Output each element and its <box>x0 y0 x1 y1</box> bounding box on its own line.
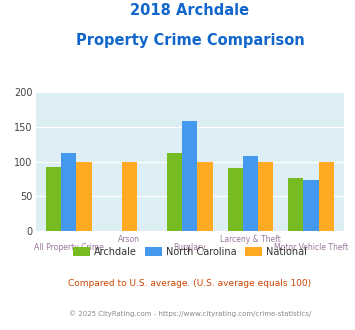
Text: Motor Vehicle Theft: Motor Vehicle Theft <box>274 244 348 252</box>
Text: © 2025 CityRating.com - https://www.cityrating.com/crime-statistics/: © 2025 CityRating.com - https://www.city… <box>69 310 311 317</box>
Bar <box>61 153 76 231</box>
Bar <box>319 162 334 231</box>
Bar <box>122 162 137 231</box>
Bar <box>167 153 182 231</box>
Bar <box>76 162 92 231</box>
Text: Larceny & Theft: Larceny & Theft <box>220 235 281 244</box>
Text: Burglary: Burglary <box>174 244 206 252</box>
Text: Compared to U.S. average. (U.S. average equals 100): Compared to U.S. average. (U.S. average … <box>69 279 311 288</box>
Text: All Property Crime: All Property Crime <box>34 244 104 252</box>
Bar <box>243 156 258 231</box>
Bar <box>46 167 61 231</box>
Text: 2018 Archdale: 2018 Archdale <box>130 3 250 18</box>
Bar <box>288 178 304 231</box>
Legend: Archdale, North Carolina, National: Archdale, North Carolina, National <box>69 243 311 261</box>
Bar <box>182 121 197 231</box>
Bar <box>258 162 273 231</box>
Text: Arson: Arson <box>118 235 140 244</box>
Bar <box>228 168 243 231</box>
Text: Property Crime Comparison: Property Crime Comparison <box>76 33 304 48</box>
Bar <box>197 162 213 231</box>
Bar <box>304 180 319 231</box>
